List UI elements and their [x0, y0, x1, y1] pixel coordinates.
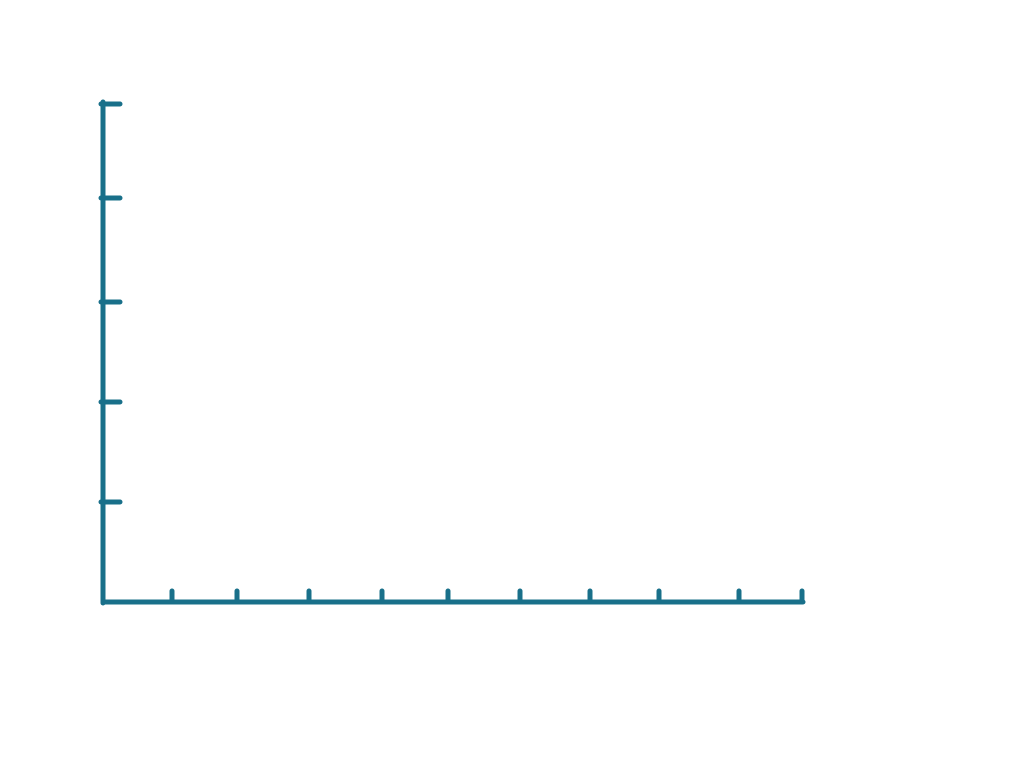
ticks — [98, 101, 805, 604]
